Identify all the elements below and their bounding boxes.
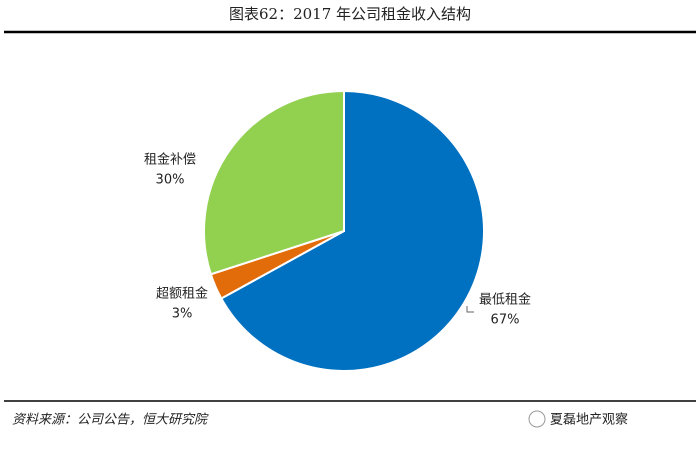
slice-label: 超额租金 (156, 286, 208, 302)
pie-slice (219, 89, 485, 372)
source: 资料来源：公司公告，恒大研究院 (12, 412, 209, 428)
watermark-icon (528, 410, 546, 428)
chart-title: 图表62：2017 年公司租金收入结构 (229, 5, 471, 23)
slice-value-label: 3% (172, 307, 193, 322)
slice-value-label: 30% (156, 173, 185, 188)
slice-label: 租金补偿 (144, 152, 196, 168)
watermark: 夏磊地产观察 (550, 413, 628, 428)
pie-slice (203, 89, 345, 276)
leader-line (466, 306, 474, 313)
slice-label: 最低租金 (479, 292, 531, 308)
slice-value-label: 67% (491, 313, 520, 328)
